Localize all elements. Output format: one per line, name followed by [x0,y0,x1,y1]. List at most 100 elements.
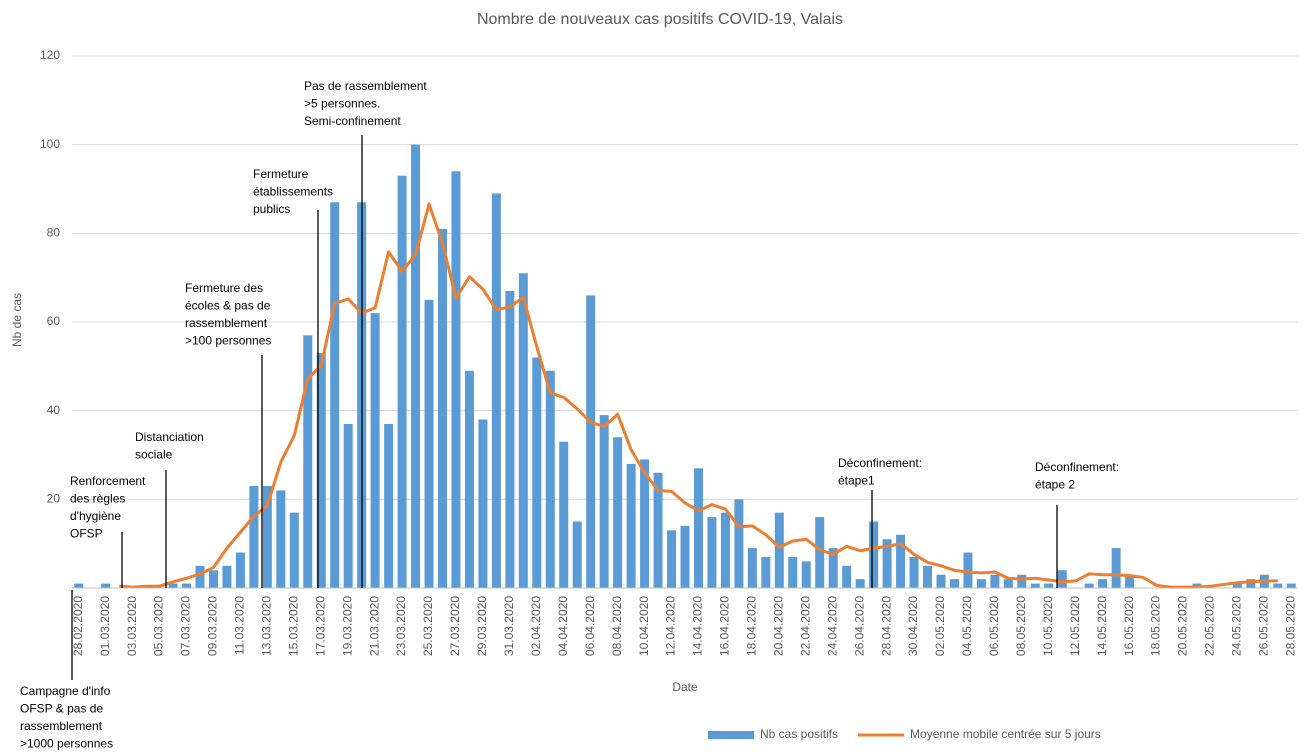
x-tick-label: 19.03.2020 [340,596,354,656]
bar [667,530,677,588]
x-tick-label: 30.04.2020 [906,596,920,656]
x-tick-label: 29.03.2020 [475,596,489,656]
annotation-text: d'hygiène [70,509,121,523]
bar [182,583,192,588]
bar [451,171,461,588]
x-tick-label: 25.03.2020 [421,596,435,656]
bar [532,357,542,588]
bar [343,423,353,588]
x-tick-label: 14.05.2020 [1095,596,1109,656]
bar [168,583,178,588]
x-tick-label: 12.04.2020 [664,596,678,656]
x-axis-label: Date [672,680,698,694]
x-tick-label: 20.04.2020 [771,596,785,656]
x-tick-label: 11.03.2020 [233,596,247,655]
x-tick-label: 04.04.2020 [556,596,570,656]
annotation-text: Semi-confinement [304,114,401,128]
y-axis-label: Nb de cas [10,293,24,347]
bar [1017,574,1027,588]
bar [1111,548,1121,588]
annotation-text: écoles & pas de [185,299,271,313]
bar [882,539,892,588]
bar [518,273,528,588]
bar [815,517,825,588]
x-tick-label: 26.04.2020 [852,596,866,656]
annotation-text: Fermeture des [185,281,263,295]
chart-title: Nombre de nouveaux cas positifs COVID-19… [477,11,843,28]
annotation-text: OFSP [70,527,103,541]
bar [936,574,946,588]
bar [316,353,326,588]
bar [491,193,501,588]
bar [774,512,784,588]
bar [411,144,421,588]
bar [1044,583,1054,588]
bar [640,459,650,588]
y-tick-label: 100 [40,137,60,151]
bar [1125,574,1135,588]
bar [828,548,838,588]
x-tick-label: 24.05.2020 [1230,596,1244,656]
bar [330,202,340,589]
x-tick-label: 16.04.2020 [718,596,732,656]
bar [761,556,771,588]
bar [370,313,380,588]
bar [559,441,569,588]
y-tick-label: 80 [47,226,61,240]
x-tick-label: 08.04.2020 [610,596,624,656]
x-tick-label: 01.03.2020 [98,596,112,656]
x-tick-label: 28.04.2020 [879,596,893,656]
bar [303,335,313,588]
annotation-text: Distanciation [135,430,204,444]
bar [249,486,259,588]
bar [734,499,744,588]
bar [949,579,959,588]
bar [720,512,730,588]
bar [963,552,973,588]
bar [909,556,919,588]
x-tick-label: 07.03.2020 [179,596,193,656]
bar [626,463,636,588]
bar [1098,579,1108,588]
bar [896,534,906,588]
bar [424,299,434,588]
bar [599,415,609,588]
bar [855,579,865,588]
x-tick-label: 22.04.2020 [798,596,812,656]
annotation-text: OFSP & pas de [20,702,103,716]
x-tick-label: 23.03.2020 [394,596,408,656]
bar [1286,583,1296,588]
x-tick-label: 09.03.2020 [206,596,220,656]
x-tick-label: 28.05.2020 [1283,596,1297,656]
x-tick-label: 14.04.2020 [691,596,705,656]
bar [747,548,757,588]
x-tick-label: 08.05.2020 [1014,596,1028,656]
bar [101,583,111,588]
annotation-text: rassemblement [185,316,268,330]
bar [788,556,798,588]
bar [478,419,488,588]
x-tick-label: 20.05.2020 [1176,596,1190,656]
x-tick-label: 10.04.2020 [637,596,651,656]
bar [235,552,245,588]
annotation-text: Fermeture [253,167,309,181]
x-tick-label: 22.05.2020 [1203,596,1217,656]
bar [1030,583,1040,588]
y-tick-label: 60 [47,314,61,328]
bar [1232,583,1242,588]
x-tick-label: 15.03.2020 [286,596,300,656]
annotation-text: étape 2 [1035,478,1075,492]
bar [653,472,663,588]
bar [1273,583,1283,588]
x-tick-label: 26.05.2020 [1256,596,1270,656]
annotation-text: Campagne d'info [20,684,111,698]
bar [842,565,852,588]
bar [384,423,394,588]
bar [289,512,299,588]
bar [976,579,986,588]
x-tick-label: 17.03.2020 [313,596,327,656]
bar [1084,583,1094,588]
legend-label: Moyenne mobile centrée sur 5 jours [910,727,1101,741]
x-tick-label: 28.02.2020 [71,596,85,656]
